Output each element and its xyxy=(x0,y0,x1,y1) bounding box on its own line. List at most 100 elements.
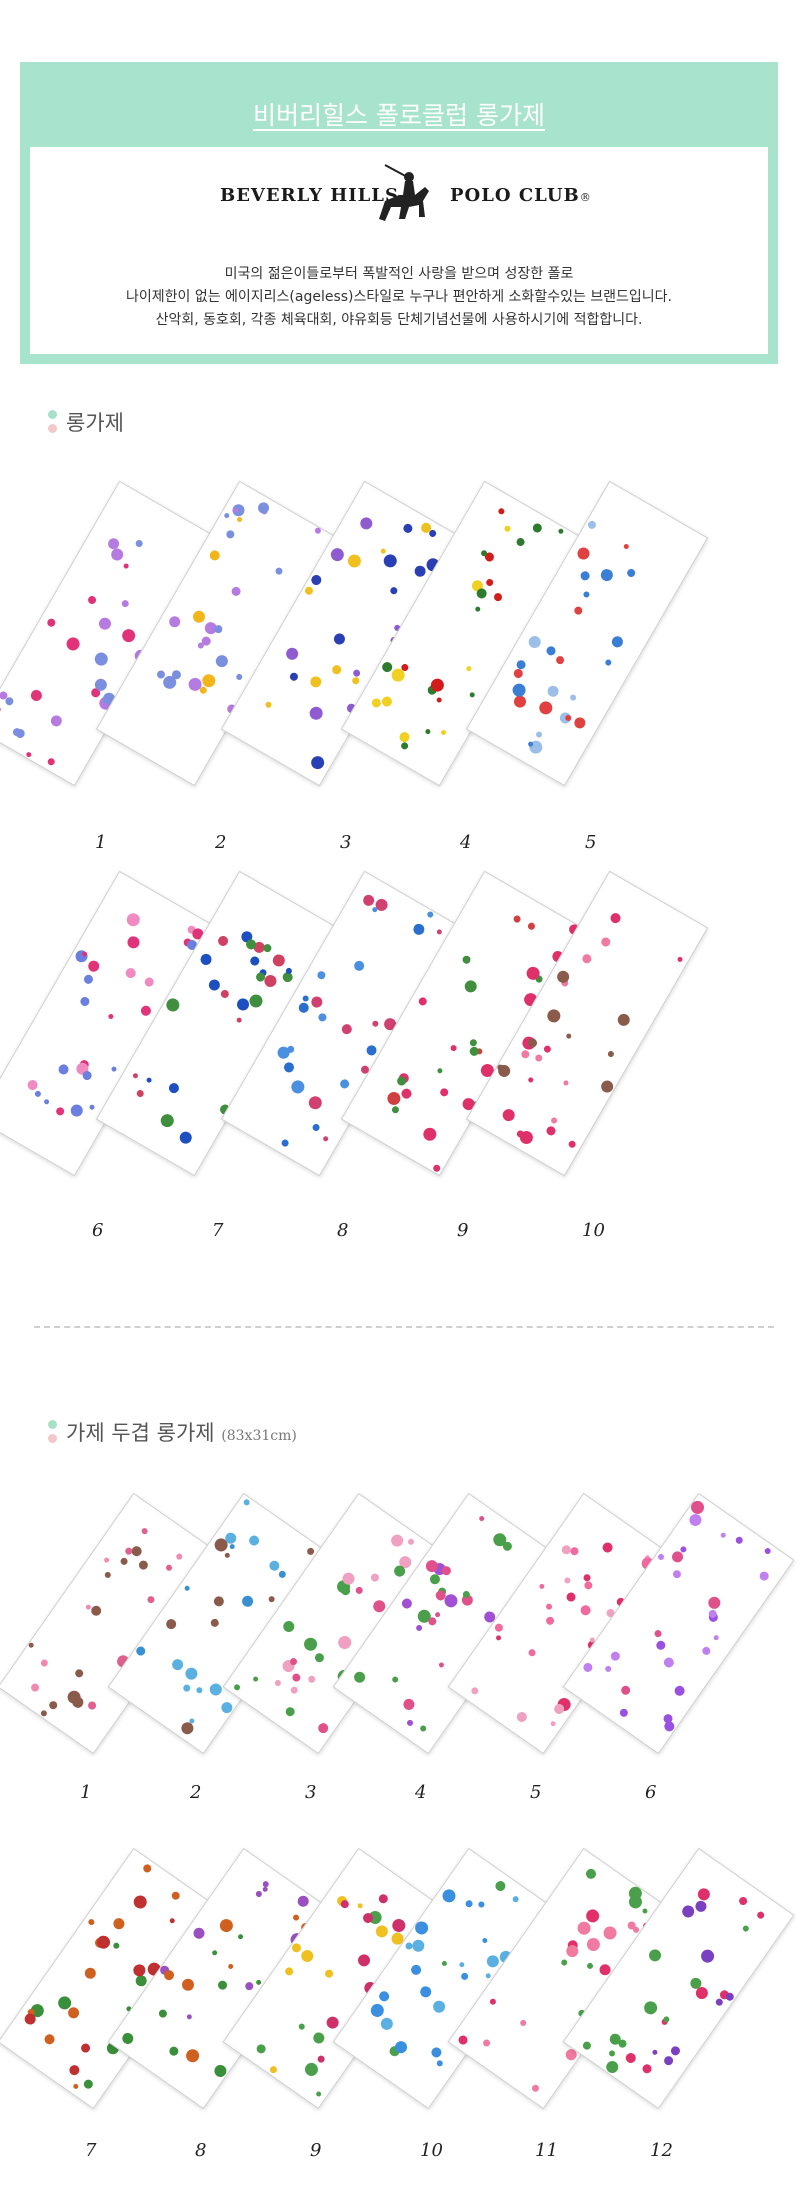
flower-pattern-icon xyxy=(401,522,415,535)
flower-pattern-icon xyxy=(623,2051,638,2065)
flower-pattern-icon xyxy=(254,2042,268,2056)
flower-pattern-icon xyxy=(132,1072,139,1080)
flower-pattern-icon xyxy=(700,1645,712,1657)
flower-pattern-icon xyxy=(164,1563,174,1572)
flower-pattern-icon xyxy=(622,543,630,550)
flower-pattern-icon xyxy=(435,2059,444,2068)
flower-pattern-icon xyxy=(399,1086,414,1101)
flower-pattern-icon xyxy=(380,694,394,709)
flower-pattern-icon xyxy=(364,1043,379,1058)
flower-pattern-icon xyxy=(54,1105,66,1117)
flower-pattern-icon xyxy=(562,1079,570,1087)
flower-pattern-icon xyxy=(420,1125,439,1144)
flower-pattern-icon xyxy=(164,1617,179,1632)
flower-pattern-icon xyxy=(107,1013,115,1020)
flower-pattern-icon xyxy=(308,674,324,690)
flower-pattern-icon xyxy=(358,515,375,532)
flower-pattern-icon xyxy=(419,1724,428,1733)
product-number: 3 xyxy=(340,832,352,853)
flower-pattern-icon xyxy=(96,615,114,632)
flower-pattern-icon xyxy=(618,1707,630,1719)
flower-pattern-icon xyxy=(236,516,243,523)
flower-pattern-icon xyxy=(510,681,528,700)
flower-pattern-icon xyxy=(477,1900,486,1909)
flower-pattern-icon xyxy=(307,704,326,723)
flower-pattern-icon xyxy=(209,1617,221,1629)
flower-pattern-icon xyxy=(290,1672,302,1684)
flower-pattern-icon xyxy=(536,698,555,717)
flower-pattern-icon xyxy=(755,1910,766,1921)
flower-pattern-icon xyxy=(158,1111,177,1130)
flower-pattern-icon xyxy=(170,1890,182,1902)
flower-pattern-icon xyxy=(584,1866,598,1881)
flower-pattern-icon xyxy=(33,1089,42,1098)
flower-pattern-icon xyxy=(243,1980,255,1992)
flower-pattern-icon xyxy=(512,914,522,924)
flower-pattern-icon xyxy=(572,605,584,617)
flower-pattern-icon xyxy=(600,1923,620,1943)
flower-pattern-icon xyxy=(261,942,273,954)
flower-pattern-icon xyxy=(86,958,102,974)
flower-pattern-icon xyxy=(247,992,265,1010)
flower-pattern-icon xyxy=(122,562,130,570)
product-number: 3 xyxy=(305,1782,317,1803)
flower-pattern-icon xyxy=(672,1683,687,1698)
flower-pattern-icon xyxy=(167,1081,181,1095)
flower-pattern-icon xyxy=(87,1917,96,1927)
description-line: 미국의 젊은이들로부터 폭발적인 사랑을 받으며 성장한 폴로 xyxy=(224,266,574,282)
flower-pattern-icon xyxy=(530,2083,541,2094)
flower-pattern-icon xyxy=(289,1685,300,1696)
flower-pattern-icon xyxy=(399,741,410,751)
flower-pattern-icon xyxy=(493,1622,505,1634)
flower-pattern-icon xyxy=(181,1683,192,1694)
flower-pattern-icon xyxy=(581,2040,593,2052)
flower-pattern-icon xyxy=(439,1886,459,1905)
flower-pattern-icon xyxy=(273,1678,283,1688)
flower-pattern-icon xyxy=(219,988,231,1000)
flower-pattern-icon xyxy=(369,1572,381,1584)
flower-pattern-icon xyxy=(545,683,561,699)
flower-pattern-icon xyxy=(112,1941,121,1950)
flower-pattern-icon xyxy=(338,1077,351,1091)
flower-pattern-icon xyxy=(212,2062,229,2080)
flower-pattern-icon xyxy=(554,968,572,986)
flower-pattern-icon xyxy=(217,1916,236,1935)
flower-pattern-icon xyxy=(223,1551,231,1559)
flower-pattern-icon xyxy=(82,973,95,986)
flower-pattern-icon xyxy=(29,1682,41,1694)
product-number: 12 xyxy=(650,2140,673,2161)
flower-pattern-icon xyxy=(134,538,144,549)
flower-pattern-icon xyxy=(43,1098,51,1106)
product-number: 4 xyxy=(460,832,472,853)
flower-pattern-icon xyxy=(606,1049,616,1059)
flower-pattern-icon xyxy=(339,1022,354,1036)
page-title: 비버리힐스 폴로클럽 롱가제 xyxy=(253,101,545,130)
flower-pattern-icon xyxy=(495,1634,503,1642)
flower-pattern-icon xyxy=(207,548,222,563)
brand-description: 미국의 젊은이들로부터 폭발적인 사랑을 받으며 성장한 폴로 나이제한이 없는… xyxy=(30,263,768,332)
flower-pattern-icon xyxy=(385,1089,403,1108)
flower-pattern-icon xyxy=(469,1685,480,1696)
product-number: 6 xyxy=(92,1220,104,1241)
polo-player-logo-icon xyxy=(379,164,429,221)
flower-pattern-icon xyxy=(42,2032,57,2047)
flower-pattern-icon xyxy=(206,977,222,993)
flower-pattern-icon xyxy=(503,524,512,533)
flower-pattern-icon xyxy=(137,1558,150,1572)
flower-pattern-icon xyxy=(335,1633,354,1652)
flower-pattern-icon xyxy=(354,1585,365,1596)
flower-pattern-icon xyxy=(737,1895,749,1907)
flower-pattern-icon xyxy=(377,1989,392,2004)
flower-pattern-icon xyxy=(544,1007,563,1025)
flower-pattern-icon xyxy=(687,1511,704,1529)
flower-pattern-icon xyxy=(256,500,272,516)
flower-pattern-icon xyxy=(168,1917,176,1925)
flower-pattern-icon xyxy=(315,969,327,981)
flower-pattern-icon xyxy=(316,1721,331,1736)
description-line: 산악회, 동호회, 각종 체육대회, 야유회등 단체기념선물에 사용하시기에 적… xyxy=(155,312,643,328)
product-number: 5 xyxy=(585,832,597,853)
flower-pattern-icon xyxy=(350,675,361,686)
flower-pattern-icon xyxy=(167,614,183,630)
flower-pattern-icon xyxy=(388,1532,406,1549)
flower-pattern-icon xyxy=(306,1674,317,1685)
